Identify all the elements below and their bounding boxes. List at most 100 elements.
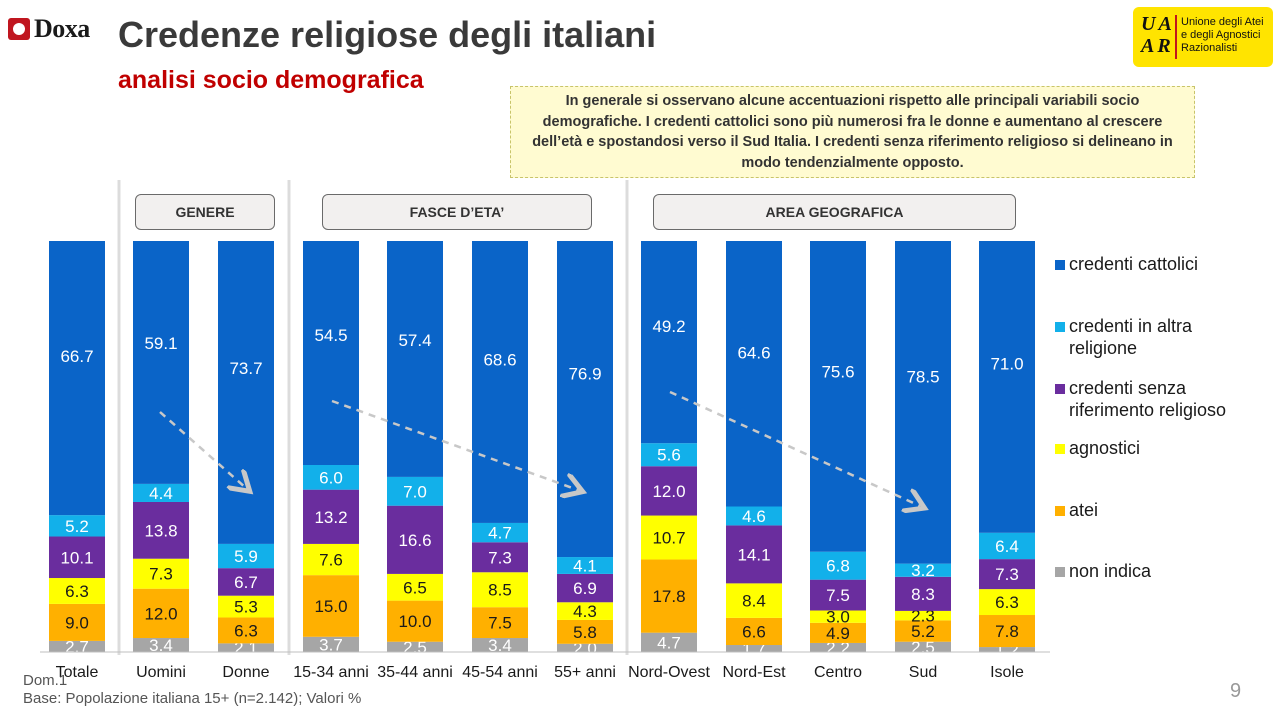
uaar-line-3: Razionalisti bbox=[1181, 42, 1238, 54]
data-label: 4.9 bbox=[826, 624, 850, 643]
trend-arrow bbox=[669, 390, 920, 506]
data-label: 13.8 bbox=[144, 521, 177, 540]
data-label: 78.5 bbox=[906, 368, 939, 387]
data-label: 2.3 bbox=[911, 607, 935, 626]
bar-segment-agnostici bbox=[641, 515, 697, 560]
legend-label: credenti senza riferimento religioso bbox=[1069, 378, 1226, 420]
x-tick-label: Totale bbox=[56, 664, 99, 681]
data-label: 4.7 bbox=[657, 633, 681, 652]
bar-segment-credenti-senza-riferimento-religioso bbox=[133, 501, 189, 559]
data-label: 6.4 bbox=[995, 537, 1019, 556]
bar-segment-credenti-cattolici bbox=[472, 241, 528, 523]
data-label: 15.0 bbox=[314, 597, 347, 616]
data-label: 4.7 bbox=[488, 524, 512, 543]
bar-segment-non-indica bbox=[133, 638, 189, 652]
legend-item-non-indica: non indica bbox=[1055, 561, 1152, 581]
data-label: 8.3 bbox=[911, 585, 935, 604]
data-label: 12.0 bbox=[144, 604, 177, 623]
bar-segment-credenti-cattolici bbox=[133, 241, 189, 484]
x-tick-label: Centro bbox=[814, 664, 862, 681]
bar-segment-non-indica bbox=[387, 641, 443, 652]
bar-stack-nord-ovest: 4.7 17.8 10.7 12.0 5.6 49.2 bbox=[641, 241, 697, 652]
bar-segment-agnostici bbox=[387, 573, 443, 601]
data-label: 3.4 bbox=[488, 636, 512, 655]
group-label-fasce-eta: FASCE D’ETA’ bbox=[322, 194, 592, 230]
bar-segment-agnostici bbox=[303, 543, 359, 576]
bar-stack-55-anni: 2.05.84.36.94.176.9 bbox=[557, 241, 613, 658]
data-label: 3.7 bbox=[319, 635, 343, 654]
legend-swatch bbox=[1055, 444, 1065, 454]
bar-stack-uomini: 3.4 12.0 7.3 13.8 4.4 59.1 bbox=[133, 241, 189, 655]
bar-segment-credenti-senza-riferimento-religioso bbox=[387, 505, 443, 574]
trend-arrow bbox=[159, 411, 246, 488]
bar-stack-centro: 2.24.93.0 7.5 6.8 75.6 bbox=[810, 241, 866, 657]
bar-segment-atei bbox=[133, 588, 189, 639]
data-label: 6.7 bbox=[234, 573, 258, 592]
data-label: 75.6 bbox=[821, 363, 854, 382]
data-label: 5.9 bbox=[234, 547, 258, 566]
bar-segment-credenti-senza-riferimento-religioso bbox=[49, 536, 105, 579]
data-label: 6.5 bbox=[403, 578, 427, 597]
bar-stack-sud: 2.55.22.38.33.278.5 bbox=[895, 241, 951, 657]
x-tick-label: 35-44 anni bbox=[377, 664, 453, 681]
data-label: 7.8 bbox=[995, 622, 1019, 641]
bar-segment-atei bbox=[387, 600, 443, 642]
data-label: 5.2 bbox=[911, 622, 935, 641]
bar-stack-35-44-anni: 2.510.06.516.67.057.4 bbox=[387, 241, 443, 657]
bar-segment-credenti-in-altra-religione bbox=[472, 522, 528, 543]
doxa-logo-text: Doxa bbox=[34, 14, 90, 43]
bar-segment-credenti-senza-riferimento-religioso bbox=[979, 559, 1035, 590]
data-label: 7.3 bbox=[149, 565, 173, 584]
data-label: 8.5 bbox=[488, 581, 512, 600]
bar-segment-non-indica bbox=[557, 643, 613, 652]
bar-segment-non-indica bbox=[472, 638, 528, 652]
x-tick-label: Nord-Est bbox=[722, 664, 786, 681]
bar-segment-credenti-in-altra-religione bbox=[641, 443, 697, 467]
data-label: 57.4 bbox=[398, 331, 431, 350]
legend-item-credenti-in-altra-religione: credenti in altra religione bbox=[1055, 316, 1193, 358]
bar-segment-credenti-senza-riferimento-religioso bbox=[641, 466, 697, 516]
page-number: 9 bbox=[1230, 680, 1242, 702]
bar-stack-donne: 2.16.3 5.3 6.7 5.9 73.7 bbox=[218, 241, 274, 658]
x-tick-label: 55+ anni bbox=[554, 664, 616, 681]
bar-segment-agnostici bbox=[895, 610, 951, 621]
page-title: Credenze religiose degli italiani bbox=[118, 14, 657, 55]
uaar-line-1: Unione degli Atei bbox=[1181, 16, 1264, 28]
bar-segment-non-indica bbox=[810, 642, 866, 652]
bar-segment-agnostici bbox=[557, 602, 613, 620]
bar-segment-atei bbox=[641, 559, 697, 633]
data-label: 6.3 bbox=[65, 582, 89, 601]
bar-segment-credenti-senza-riferimento-religioso bbox=[472, 542, 528, 573]
data-label: 5.2 bbox=[65, 517, 89, 536]
legend-label: credenti cattolici bbox=[1069, 254, 1198, 274]
data-label: 7.3 bbox=[488, 548, 512, 567]
bar-segment-credenti-in-altra-religione bbox=[303, 464, 359, 490]
bar-segment-credenti-in-altra-religione bbox=[979, 532, 1035, 560]
bar-segment-atei bbox=[303, 575, 359, 637]
doxa-logo-icon bbox=[8, 18, 30, 40]
legend-item-credenti-cattolici: credenti cattolici bbox=[1055, 254, 1198, 274]
bar-stack-isole: 1.27.86.37.36.471.0 bbox=[979, 241, 1035, 660]
data-label: 4.3 bbox=[573, 602, 597, 621]
bar-segment-credenti-cattolici bbox=[726, 241, 782, 507]
bar-segment-credenti-senza-riferimento-religioso bbox=[810, 579, 866, 611]
data-label: 6.3 bbox=[995, 593, 1019, 612]
bar-segment-atei bbox=[979, 615, 1035, 648]
data-label: 10.7 bbox=[652, 529, 685, 548]
legend-swatch bbox=[1055, 384, 1065, 394]
data-label: 7.5 bbox=[488, 614, 512, 633]
summary-note: In generale si osservano alcune accentua… bbox=[510, 86, 1195, 178]
bar-segment-credenti-cattolici bbox=[979, 241, 1035, 533]
bar-segment-credenti-in-altra-religione bbox=[133, 483, 189, 502]
bar-segment-credenti-senza-riferimento-religioso bbox=[895, 576, 951, 611]
data-label: 7.5 bbox=[826, 586, 850, 605]
bar-stack-45-54-anni: 3.4 7.5 8.5 7.3 4.7 68.6 bbox=[472, 241, 528, 655]
bar-segment-credenti-cattolici bbox=[303, 241, 359, 465]
data-label: 4.4 bbox=[149, 484, 173, 503]
doxa-logo: Doxa bbox=[8, 14, 90, 44]
bar-segment-credenti-cattolici bbox=[557, 241, 613, 558]
data-label: 71.0 bbox=[990, 355, 1023, 374]
data-label: 9.0 bbox=[65, 613, 89, 632]
bar-segment-credenti-in-altra-religione bbox=[895, 563, 951, 577]
